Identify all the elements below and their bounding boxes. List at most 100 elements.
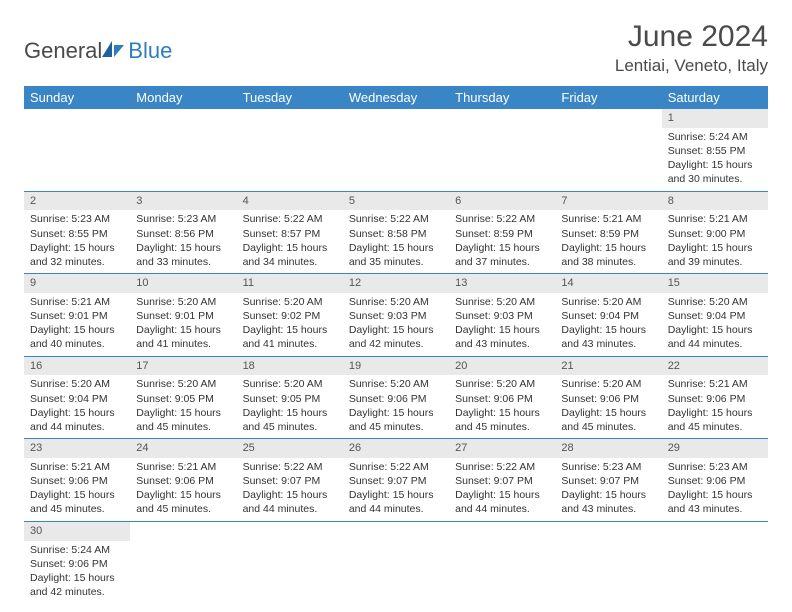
calendar-cell [555, 109, 661, 191]
sunrise-text: Sunrise: 5:24 AM [30, 543, 124, 557]
calendar-cell: 30Sunrise: 5:24 AMSunset: 9:06 PMDayligh… [24, 521, 130, 603]
daylight-text: Daylight: 15 hours and 43 minutes. [668, 488, 762, 516]
calendar-cell [343, 109, 449, 191]
sunset-text: Sunset: 9:06 PM [30, 557, 124, 571]
day-number: 21 [555, 357, 661, 376]
sunset-text: Sunset: 9:04 PM [30, 392, 124, 406]
day-body: Sunrise: 5:20 AMSunset: 9:04 PMDaylight:… [24, 375, 130, 438]
calendar-cell: 21Sunrise: 5:20 AMSunset: 9:06 PMDayligh… [555, 356, 661, 439]
daylight-text: Daylight: 15 hours and 45 minutes. [668, 406, 762, 434]
header: General Blue June 2024 Lentiai, Veneto, … [24, 20, 768, 76]
calendar-cell: 5Sunrise: 5:22 AMSunset: 8:58 PMDaylight… [343, 191, 449, 274]
weekday-header: Sunday [24, 86, 130, 109]
calendar-cell [237, 109, 343, 191]
day-body: Sunrise: 5:20 AMSunset: 9:04 PMDaylight:… [662, 293, 768, 356]
sunrise-text: Sunrise: 5:20 AM [349, 295, 443, 309]
calendar-cell: 10Sunrise: 5:20 AMSunset: 9:01 PMDayligh… [130, 274, 236, 357]
daylight-text: Daylight: 15 hours and 45 minutes. [561, 406, 655, 434]
calendar-cell: 6Sunrise: 5:22 AMSunset: 8:59 PMDaylight… [449, 191, 555, 274]
sunrise-text: Sunrise: 5:21 AM [30, 295, 124, 309]
day-number: 15 [662, 274, 768, 293]
sunset-text: Sunset: 9:06 PM [455, 392, 549, 406]
sunset-text: Sunset: 9:01 PM [136, 309, 230, 323]
sunset-text: Sunset: 8:55 PM [30, 227, 124, 241]
sunrise-text: Sunrise: 5:23 AM [30, 212, 124, 226]
daylight-text: Daylight: 15 hours and 44 minutes. [243, 488, 337, 516]
weekday-header: Friday [555, 86, 661, 109]
daylight-text: Daylight: 15 hours and 38 minutes. [561, 241, 655, 269]
day-number: 3 [130, 192, 236, 211]
sunrise-text: Sunrise: 5:22 AM [243, 212, 337, 226]
calendar-cell: 4Sunrise: 5:22 AMSunset: 8:57 PMDaylight… [237, 191, 343, 274]
sunset-text: Sunset: 9:01 PM [30, 309, 124, 323]
day-body: Sunrise: 5:23 AMSunset: 8:55 PMDaylight:… [24, 210, 130, 273]
day-body: Sunrise: 5:22 AMSunset: 9:07 PMDaylight:… [237, 458, 343, 521]
day-body: Sunrise: 5:21 AMSunset: 9:06 PMDaylight:… [130, 458, 236, 521]
calendar-cell: 24Sunrise: 5:21 AMSunset: 9:06 PMDayligh… [130, 439, 236, 522]
day-number: 7 [555, 192, 661, 211]
calendar-cell: 18Sunrise: 5:20 AMSunset: 9:05 PMDayligh… [237, 356, 343, 439]
day-number: 25 [237, 439, 343, 458]
day-number: 17 [130, 357, 236, 376]
sunrise-text: Sunrise: 5:20 AM [561, 377, 655, 391]
day-number: 6 [449, 192, 555, 211]
calendar-cell [449, 109, 555, 191]
sunrise-text: Sunrise: 5:23 AM [668, 460, 762, 474]
daylight-text: Daylight: 15 hours and 45 minutes. [243, 406, 337, 434]
sunrise-text: Sunrise: 5:23 AM [136, 212, 230, 226]
sunset-text: Sunset: 9:06 PM [561, 392, 655, 406]
daylight-text: Daylight: 15 hours and 43 minutes. [561, 323, 655, 351]
day-number: 1 [662, 109, 768, 128]
calendar-cell: 9Sunrise: 5:21 AMSunset: 9:01 PMDaylight… [24, 274, 130, 357]
calendar-cell: 13Sunrise: 5:20 AMSunset: 9:03 PMDayligh… [449, 274, 555, 357]
sunrise-text: Sunrise: 5:22 AM [455, 460, 549, 474]
calendar-cell: 27Sunrise: 5:22 AMSunset: 9:07 PMDayligh… [449, 439, 555, 522]
sunrise-text: Sunrise: 5:21 AM [668, 212, 762, 226]
weekday-header: Monday [130, 86, 236, 109]
calendar-cell: 19Sunrise: 5:20 AMSunset: 9:06 PMDayligh… [343, 356, 449, 439]
day-number: 23 [24, 439, 130, 458]
sunset-text: Sunset: 9:06 PM [349, 392, 443, 406]
sunrise-text: Sunrise: 5:22 AM [243, 460, 337, 474]
title-block: June 2024 Lentiai, Veneto, Italy [615, 20, 768, 76]
sunset-text: Sunset: 9:07 PM [455, 474, 549, 488]
sunset-text: Sunset: 8:56 PM [136, 227, 230, 241]
sunrise-text: Sunrise: 5:20 AM [136, 377, 230, 391]
day-body: Sunrise: 5:20 AMSunset: 9:02 PMDaylight:… [237, 293, 343, 356]
calendar-cell: 2Sunrise: 5:23 AMSunset: 8:55 PMDaylight… [24, 191, 130, 274]
daylight-text: Daylight: 15 hours and 45 minutes. [349, 406, 443, 434]
day-number: 5 [343, 192, 449, 211]
daylight-text: Daylight: 15 hours and 32 minutes. [30, 241, 124, 269]
day-number: 11 [237, 274, 343, 293]
sunrise-text: Sunrise: 5:22 AM [349, 212, 443, 226]
day-number: 28 [555, 439, 661, 458]
weekday-header: Saturday [662, 86, 768, 109]
day-body: Sunrise: 5:20 AMSunset: 9:06 PMDaylight:… [555, 375, 661, 438]
day-number: 20 [449, 357, 555, 376]
day-body: Sunrise: 5:22 AMSunset: 8:57 PMDaylight:… [237, 210, 343, 273]
sunrise-text: Sunrise: 5:24 AM [668, 130, 762, 144]
sunset-text: Sunset: 9:06 PM [668, 392, 762, 406]
calendar-week-row: 2Sunrise: 5:23 AMSunset: 8:55 PMDaylight… [24, 191, 768, 274]
sunrise-text: Sunrise: 5:21 AM [30, 460, 124, 474]
day-body: Sunrise: 5:20 AMSunset: 9:05 PMDaylight:… [237, 375, 343, 438]
calendar-cell: 8Sunrise: 5:21 AMSunset: 9:00 PMDaylight… [662, 191, 768, 274]
calendar-cell: 11Sunrise: 5:20 AMSunset: 9:02 PMDayligh… [237, 274, 343, 357]
calendar-cell: 3Sunrise: 5:23 AMSunset: 8:56 PMDaylight… [130, 191, 236, 274]
calendar-cell: 23Sunrise: 5:21 AMSunset: 9:06 PMDayligh… [24, 439, 130, 522]
daylight-text: Daylight: 15 hours and 39 minutes. [668, 241, 762, 269]
day-body: Sunrise: 5:20 AMSunset: 9:03 PMDaylight:… [343, 293, 449, 356]
sunset-text: Sunset: 8:59 PM [561, 227, 655, 241]
day-number: 24 [130, 439, 236, 458]
day-number: 26 [343, 439, 449, 458]
sunrise-text: Sunrise: 5:20 AM [30, 377, 124, 391]
day-body: Sunrise: 5:20 AMSunset: 9:01 PMDaylight:… [130, 293, 236, 356]
daylight-text: Daylight: 15 hours and 43 minutes. [561, 488, 655, 516]
sunset-text: Sunset: 9:00 PM [668, 227, 762, 241]
day-number: 22 [662, 357, 768, 376]
daylight-text: Daylight: 15 hours and 37 minutes. [455, 241, 549, 269]
calendar-cell: 22Sunrise: 5:21 AMSunset: 9:06 PMDayligh… [662, 356, 768, 439]
sunset-text: Sunset: 8:59 PM [455, 227, 549, 241]
calendar-week-row: 23Sunrise: 5:21 AMSunset: 9:06 PMDayligh… [24, 439, 768, 522]
calendar-cell: 20Sunrise: 5:20 AMSunset: 9:06 PMDayligh… [449, 356, 555, 439]
